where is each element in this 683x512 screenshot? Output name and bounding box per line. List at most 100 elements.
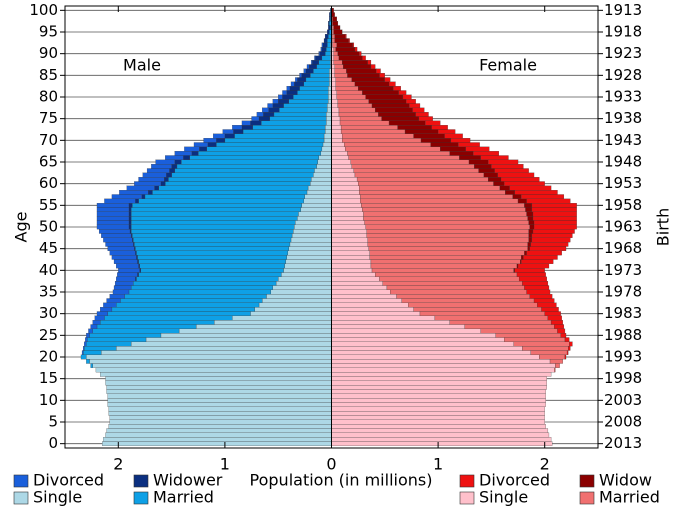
bar-segment bbox=[331, 437, 552, 442]
bar-segment bbox=[132, 237, 134, 243]
bar-segment bbox=[331, 237, 368, 243]
y2-tick-label: 1988 bbox=[604, 326, 642, 344]
y2-tick-label: 1928 bbox=[604, 66, 642, 84]
bar-segment bbox=[272, 99, 279, 104]
bar-segment bbox=[418, 116, 433, 121]
bar-segment bbox=[101, 233, 132, 238]
bar-segment bbox=[331, 428, 549, 433]
bar-segment bbox=[500, 177, 540, 182]
bar-segment bbox=[85, 337, 88, 342]
bar-segment bbox=[295, 220, 332, 225]
bar-segment bbox=[297, 216, 332, 221]
bar-segment bbox=[378, 112, 416, 117]
bar-segment bbox=[331, 172, 356, 178]
y2-tick-label: 1968 bbox=[604, 239, 642, 257]
bar-segment bbox=[331, 125, 342, 130]
bar-segment bbox=[331, 333, 496, 338]
bar-segment bbox=[106, 385, 332, 390]
bar-segment bbox=[266, 294, 332, 299]
bar-segment bbox=[346, 68, 377, 74]
bar-segment bbox=[128, 211, 132, 217]
bar-segment bbox=[338, 107, 376, 113]
y-tick-label: 30 bbox=[39, 304, 58, 322]
bar-segment bbox=[363, 211, 527, 217]
bar-segment bbox=[331, 90, 337, 95]
bar-segment bbox=[331, 107, 340, 113]
bar-segment bbox=[352, 42, 355, 48]
legend-label: Married bbox=[153, 488, 214, 507]
bar-segment bbox=[270, 289, 332, 295]
bar-segment bbox=[272, 103, 284, 108]
bar-segment bbox=[92, 320, 101, 325]
bar-segment bbox=[504, 337, 566, 342]
bar-segment bbox=[333, 25, 341, 30]
bar-segment bbox=[339, 120, 390, 126]
bar-segment bbox=[347, 73, 380, 78]
bar-segment bbox=[81, 350, 84, 355]
bar-segment bbox=[528, 229, 534, 234]
bar-segment bbox=[142, 172, 167, 178]
bar-segment bbox=[564, 337, 570, 342]
bar-segment bbox=[232, 315, 332, 321]
bar-segment bbox=[135, 276, 137, 282]
bar-segment bbox=[108, 424, 332, 429]
bar-segment bbox=[324, 34, 329, 39]
bar-segment bbox=[513, 341, 570, 347]
bar-segment bbox=[331, 268, 373, 273]
bar-segment bbox=[112, 289, 130, 295]
bar-segment bbox=[283, 103, 328, 108]
bar-segment bbox=[152, 190, 308, 195]
bar-segment bbox=[331, 393, 546, 399]
bar-segment bbox=[203, 138, 217, 143]
bar-segment bbox=[233, 129, 244, 134]
y2-tick-label: 1973 bbox=[604, 261, 642, 279]
bar-segment bbox=[316, 164, 332, 169]
bar-segment bbox=[128, 224, 132, 230]
bar-segment bbox=[388, 81, 396, 87]
bar-segment bbox=[327, 29, 330, 35]
legend-label: Single bbox=[33, 488, 82, 507]
bar-segment bbox=[305, 68, 314, 74]
bar-segment bbox=[331, 164, 352, 169]
bar-segment bbox=[261, 120, 327, 126]
bar-segment bbox=[348, 38, 350, 43]
bar-segment bbox=[103, 437, 332, 442]
bar-segment bbox=[335, 86, 359, 91]
bar-segment bbox=[312, 60, 319, 65]
bar-segment bbox=[242, 129, 326, 134]
bar-segment bbox=[474, 164, 492, 169]
bar-segment bbox=[473, 151, 499, 156]
bar-segment bbox=[338, 55, 363, 61]
y2-tick-label: 1998 bbox=[604, 369, 642, 387]
bar-segment bbox=[359, 190, 506, 195]
bar-segment bbox=[331, 346, 523, 351]
bar-segment bbox=[267, 103, 273, 108]
bar-segment bbox=[90, 363, 93, 368]
bar-segment bbox=[333, 51, 339, 56]
bar-segment bbox=[528, 233, 533, 238]
y-tick-label: 25 bbox=[39, 326, 58, 344]
bar-segment bbox=[331, 281, 383, 286]
bar-segment bbox=[529, 224, 535, 230]
y-tick-label: 95 bbox=[39, 23, 58, 41]
bar-segment bbox=[206, 146, 323, 152]
bar-segment bbox=[396, 294, 530, 299]
bar-segment bbox=[311, 60, 313, 65]
legend-swatch bbox=[459, 491, 475, 505]
bar-segment bbox=[128, 289, 271, 295]
bar-segment bbox=[480, 328, 558, 334]
bar-segment bbox=[331, 337, 505, 342]
bar-segment bbox=[305, 77, 330, 82]
bar-segment bbox=[331, 211, 364, 217]
bar-segment bbox=[331, 255, 371, 260]
bar-segment bbox=[549, 359, 563, 364]
bar-segment bbox=[331, 151, 348, 156]
bar-segment bbox=[331, 155, 349, 160]
bar-segment bbox=[299, 73, 302, 78]
bar-segment bbox=[132, 203, 302, 208]
bar-segment bbox=[408, 302, 538, 308]
bar-segment bbox=[331, 198, 361, 204]
bar-segment bbox=[526, 289, 551, 295]
bar-segment bbox=[369, 255, 522, 260]
